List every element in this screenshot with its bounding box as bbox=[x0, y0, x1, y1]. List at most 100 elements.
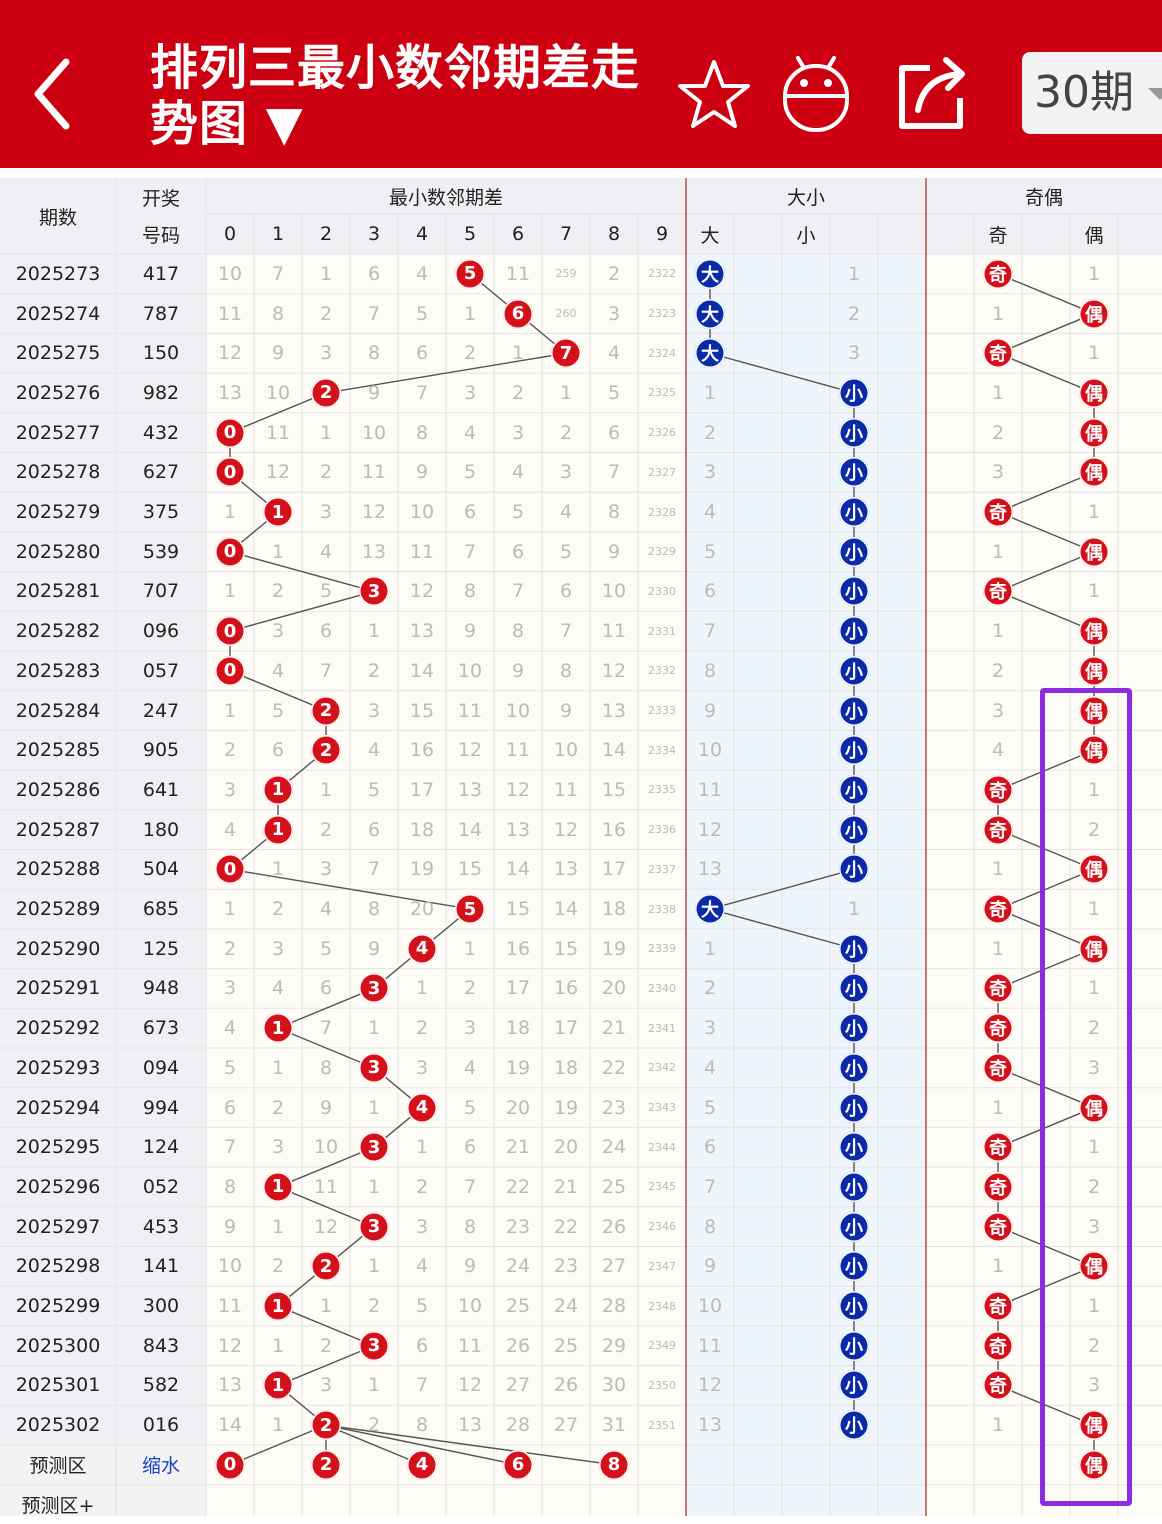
period-cell: 2025276 bbox=[15, 381, 101, 404]
diff-ball: 3 bbox=[359, 1330, 389, 1361]
size-ball-big: 大 bbox=[695, 338, 725, 369]
size-ball-small: 小 bbox=[839, 576, 869, 607]
header-section-parity: 奇偶 bbox=[1024, 186, 1063, 209]
star-icon[interactable] bbox=[674, 52, 754, 136]
size-ball-small: 小 bbox=[839, 1330, 869, 1361]
diff-cell: 5 bbox=[367, 778, 381, 801]
size-ball-small: 小 bbox=[839, 457, 869, 488]
number-cell: 150 bbox=[142, 342, 180, 365]
period-cell: 2025295 bbox=[15, 1136, 101, 1159]
diff-cell: 2335 bbox=[648, 783, 676, 797]
parity-miss: 1 bbox=[1087, 580, 1101, 603]
period-cell: 2025288 bbox=[15, 858, 101, 881]
size-miss: 7 bbox=[703, 620, 717, 643]
parity-miss: 1 bbox=[991, 302, 1005, 325]
diff-cell: 6 bbox=[463, 1136, 477, 1159]
diff-cell: 10 bbox=[553, 739, 579, 762]
diff-cell: 24 bbox=[553, 1295, 579, 1318]
diff-cell: 3 bbox=[415, 1215, 429, 1238]
diff-ball: 3 bbox=[359, 1052, 389, 1083]
diff-cell: 20 bbox=[505, 1096, 531, 1119]
diff-cell: 13 bbox=[217, 1374, 243, 1397]
diff-cell: 3 bbox=[559, 461, 573, 484]
header-digit-7: 7 bbox=[559, 223, 573, 245]
header-digit-4: 4 bbox=[415, 223, 429, 245]
period-cell: 2025284 bbox=[15, 699, 101, 722]
diff-cell: 12 bbox=[313, 1215, 339, 1238]
period-cell: 2025280 bbox=[15, 540, 101, 563]
parity-miss: 1 bbox=[1087, 1136, 1101, 1159]
diff-cell: 2 bbox=[319, 461, 333, 484]
diff-cell: 17 bbox=[505, 977, 531, 1000]
diff-cell: 4 bbox=[223, 818, 237, 841]
forecast-plus-label[interactable]: 预测区+ bbox=[21, 1495, 95, 1518]
diff-cell: 2 bbox=[319, 302, 333, 325]
number-cell: 432 bbox=[142, 421, 180, 444]
diff-cell: 6 bbox=[367, 262, 381, 285]
diff-cell: 7 bbox=[559, 620, 573, 643]
number-cell: 582 bbox=[142, 1374, 180, 1397]
diff-cell: 10 bbox=[265, 381, 291, 404]
diff-cell: 11 bbox=[217, 1295, 243, 1318]
header-digit-9: 9 bbox=[655, 223, 669, 245]
diff-cell: 2 bbox=[415, 1175, 429, 1198]
parity-miss: 2 bbox=[991, 421, 1005, 444]
size-ball-small: 小 bbox=[839, 1171, 869, 1202]
size-miss: 3 bbox=[703, 461, 717, 484]
size-ball-big: 大 bbox=[695, 298, 725, 329]
diff-cell: 13 bbox=[601, 699, 627, 722]
back-arrow-icon[interactable] bbox=[28, 54, 88, 134]
diff-cell: 30 bbox=[601, 1374, 627, 1397]
diff-cell: 9 bbox=[463, 1255, 477, 1278]
diff-cell: 2324 bbox=[648, 346, 676, 360]
parity-ball-even: 偶 bbox=[1079, 933, 1109, 964]
header-digit-5: 5 bbox=[463, 223, 477, 245]
diff-cell: 5 bbox=[271, 699, 285, 722]
parity-miss: 1 bbox=[991, 620, 1005, 643]
diff-cell: 28 bbox=[505, 1414, 531, 1437]
diff-cell: 3 bbox=[319, 501, 333, 524]
number-cell: 843 bbox=[142, 1334, 180, 1357]
diff-cell: 23 bbox=[505, 1215, 531, 1238]
robot-icon[interactable] bbox=[776, 52, 856, 136]
period-select[interactable]: 30期 bbox=[1022, 52, 1162, 134]
diff-cell: 3 bbox=[223, 977, 237, 1000]
diff-cell: 16 bbox=[409, 739, 435, 762]
header-period: 期数 bbox=[38, 206, 77, 229]
parity-ball-odd: 奇 bbox=[983, 338, 1013, 369]
diff-cell: 16 bbox=[505, 937, 531, 960]
parity-ball-even: 偶 bbox=[1079, 536, 1109, 567]
diff-cell: 15 bbox=[601, 778, 627, 801]
diff-cell: 2336 bbox=[648, 823, 676, 837]
size-ball-small: 小 bbox=[839, 854, 869, 885]
diff-cell: 5 bbox=[559, 540, 573, 563]
parity-ball-odd: 奇 bbox=[983, 1171, 1013, 1202]
diff-cell: 10 bbox=[505, 699, 531, 722]
diff-cell: 25 bbox=[601, 1175, 627, 1198]
diff-ball: 0 bbox=[215, 536, 245, 567]
diff-ball: 2 bbox=[311, 1251, 341, 1282]
number-cell: 627 bbox=[142, 461, 180, 484]
forecast-ball: 4 bbox=[407, 1449, 437, 1480]
diff-cell: 2346 bbox=[648, 1220, 676, 1234]
diff-cell: 3 bbox=[463, 1017, 477, 1040]
diff-cell: 1 bbox=[463, 302, 477, 325]
diff-cell: 2348 bbox=[648, 1299, 676, 1313]
share-icon[interactable] bbox=[890, 52, 970, 136]
diff-cell: 4 bbox=[607, 342, 621, 365]
diff-cell: 1 bbox=[223, 699, 237, 722]
number-cell: 057 bbox=[142, 659, 180, 682]
diff-cell: 8 bbox=[415, 1414, 429, 1437]
diff-ball: 4 bbox=[407, 933, 437, 964]
period-cell: 2025274 bbox=[15, 302, 101, 325]
header-section-diff: 最小数邻期差 bbox=[388, 186, 503, 209]
number-cell: 417 bbox=[142, 262, 180, 285]
page-title[interactable]: 排列三最小数邻期差走势图 ▼ bbox=[150, 40, 641, 152]
size-ball-small: 小 bbox=[839, 933, 869, 964]
size-miss: 10 bbox=[697, 739, 723, 762]
parity-ball-odd: 奇 bbox=[983, 774, 1013, 805]
diff-cell: 2 bbox=[271, 1096, 285, 1119]
parity-miss: 1 bbox=[991, 858, 1005, 881]
forecast-tag[interactable]: 缩水 bbox=[141, 1455, 180, 1478]
diff-cell: 16 bbox=[601, 818, 627, 841]
